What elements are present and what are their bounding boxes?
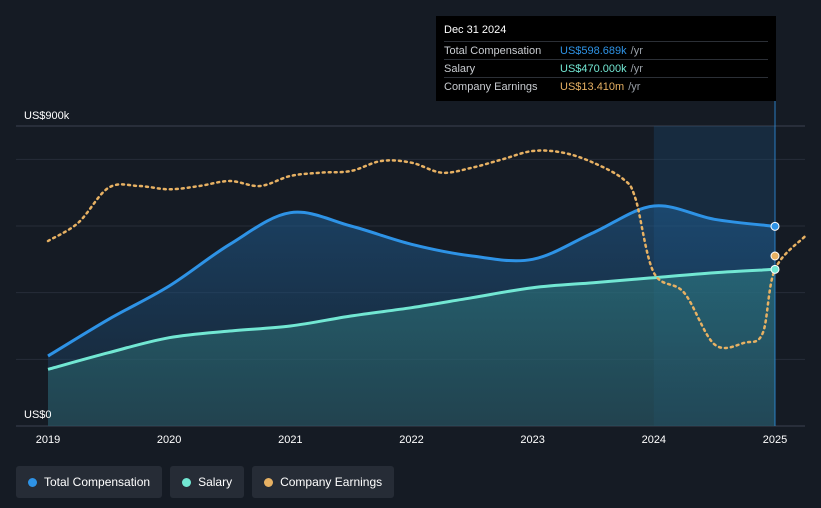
x-tick-label: 2023 <box>520 434 544 446</box>
x-tick-label: 2021 <box>278 434 302 446</box>
y-axis-max-label: US$900k <box>24 110 70 122</box>
legend-label: Salary <box>198 475 233 489</box>
tooltip-unit: /yr <box>630 44 643 57</box>
x-tick-label: 2025 <box>763 434 787 446</box>
legend-item-salary[interactable]: Salary <box>170 466 245 498</box>
legend-dot-icon <box>182 477 192 487</box>
legend-dot-icon <box>264 477 274 487</box>
hover-tooltip: Dec 31 2024 Total Compensation US$598.68… <box>436 16 776 101</box>
tooltip-label: Salary <box>444 62 476 75</box>
x-tick-label: 2020 <box>157 434 181 446</box>
salary-marker <box>770 264 780 274</box>
company-earnings-marker <box>770 251 780 261</box>
tooltip-date: Dec 31 2024 <box>444 24 507 36</box>
legend-item-total-compensation[interactable]: Total Compensation <box>16 466 163 498</box>
tooltip-value: US$470.000k <box>560 62 627 75</box>
x-tick-label: 2019 <box>36 434 60 446</box>
x-tick-label: 2024 <box>642 434 666 446</box>
legend-label: Company Earnings <box>280 475 383 489</box>
total-compensation-line <box>47 204 776 358</box>
salary-line <box>47 267 776 371</box>
tooltip-value: US$13.410m <box>560 80 625 93</box>
tooltip-row-salary: Salary US$470.000k /yr <box>444 59 768 77</box>
tooltip-unit: /yr <box>628 80 641 93</box>
total-compensation-marker <box>770 221 780 231</box>
salary-area <box>48 269 775 426</box>
y-axis-min-label: US$0 <box>24 409 52 421</box>
tooltip-value: US$598.689k <box>560 44 627 57</box>
tooltip-label: Company Earnings <box>444 80 538 93</box>
x-tick-label: 2022 <box>399 434 423 446</box>
x-axis-ticks: 2019 2020 2021 2022 2023 2024 2025 <box>36 434 787 446</box>
legend: Total Compensation Salary Company Earnin… <box>16 466 395 498</box>
tooltip-row-company-earnings: Company Earnings US$13.410m /yr <box>444 77 768 95</box>
legend-item-company-earnings[interactable]: Company Earnings <box>252 466 395 498</box>
tooltip-unit: /yr <box>630 62 643 75</box>
legend-label: Total Compensation <box>44 475 151 489</box>
company-earnings-line <box>46 149 807 350</box>
tooltip-row-total-compensation: Total Compensation US$598.689k /yr <box>444 41 768 59</box>
legend-dot-icon <box>28 477 37 487</box>
end-point-markers <box>770 221 780 274</box>
tooltip-label: Total Compensation <box>444 44 542 57</box>
